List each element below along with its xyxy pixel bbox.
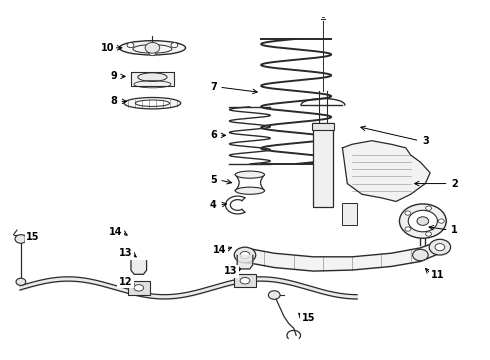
Bar	[128, 282, 149, 295]
Ellipse shape	[134, 285, 144, 291]
Text: 11: 11	[431, 270, 444, 280]
Circle shape	[426, 206, 432, 210]
Ellipse shape	[235, 171, 265, 178]
Text: 4: 4	[210, 200, 217, 210]
Text: 15: 15	[26, 232, 40, 242]
Text: 2: 2	[451, 179, 458, 189]
Text: 1: 1	[451, 225, 458, 235]
Circle shape	[399, 204, 446, 238]
Polygon shape	[343, 141, 430, 202]
Text: 15: 15	[301, 312, 315, 323]
Text: 13: 13	[223, 266, 237, 276]
Text: 3: 3	[422, 136, 429, 146]
Bar	[313, 123, 333, 207]
Text: 7: 7	[210, 82, 217, 92]
Circle shape	[269, 291, 280, 299]
Circle shape	[149, 51, 156, 56]
Text: 10: 10	[101, 43, 114, 53]
Circle shape	[234, 247, 256, 263]
Circle shape	[413, 249, 428, 261]
Ellipse shape	[138, 73, 167, 81]
Text: 9: 9	[110, 71, 117, 81]
Circle shape	[408, 210, 438, 232]
Circle shape	[429, 239, 451, 255]
Ellipse shape	[119, 41, 186, 55]
Bar	[234, 274, 256, 287]
Text: 6: 6	[210, 130, 217, 140]
Circle shape	[426, 232, 432, 236]
Text: 13: 13	[119, 248, 132, 258]
Ellipse shape	[240, 278, 250, 284]
Polygon shape	[237, 255, 253, 269]
Circle shape	[405, 211, 411, 215]
Text: 14: 14	[213, 245, 226, 255]
Circle shape	[240, 251, 250, 258]
Text: 12: 12	[119, 277, 132, 287]
Ellipse shape	[124, 98, 181, 109]
Text: 14: 14	[109, 227, 122, 237]
Circle shape	[127, 42, 134, 48]
Circle shape	[15, 235, 27, 243]
Bar	[343, 203, 357, 225]
Text: 5: 5	[210, 175, 217, 185]
Circle shape	[417, 217, 429, 225]
Polygon shape	[131, 261, 147, 274]
Circle shape	[16, 278, 26, 285]
Circle shape	[439, 219, 444, 223]
Ellipse shape	[135, 100, 170, 107]
Text: 8: 8	[110, 96, 117, 107]
Ellipse shape	[235, 187, 265, 194]
Circle shape	[171, 42, 178, 48]
Circle shape	[435, 244, 445, 251]
Circle shape	[145, 42, 160, 53]
Bar	[312, 123, 334, 130]
Circle shape	[405, 227, 411, 231]
Bar	[130, 72, 174, 86]
